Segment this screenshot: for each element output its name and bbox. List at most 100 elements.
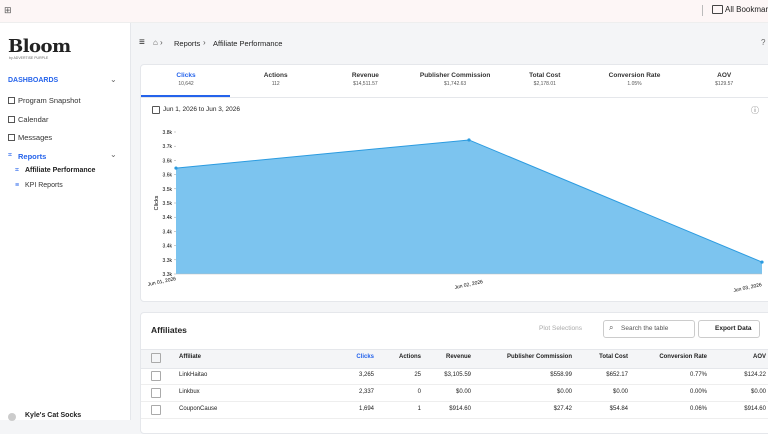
cell: Linkbux	[179, 389, 200, 395]
row-divider	[141, 418, 768, 419]
column-header[interactable]: Publisher Commission	[506, 354, 572, 360]
cell: $914.60	[744, 406, 766, 412]
nav-icon	[8, 134, 15, 141]
nav-icon	[8, 115, 15, 123]
tab-label[interactable]: Actions	[263, 72, 288, 79]
table-card: Affiliates Plot Selections Search the tabl…	[140, 312, 768, 434]
tab-value: 10,642	[178, 81, 194, 87]
header-checkbox[interactable]	[151, 353, 161, 363]
tab-underline	[141, 95, 230, 97]
cell: $0.00	[455, 389, 471, 395]
column-header[interactable]: Revenue	[445, 354, 471, 360]
cell: 25	[414, 372, 421, 378]
column-header[interactable]: Conversion Rate	[659, 354, 707, 360]
tab-value: 112	[271, 81, 280, 87]
row-divider	[141, 401, 768, 402]
sub-icon: ≡	[15, 182, 20, 189]
y-tick-label: 3.3k	[163, 258, 173, 264]
tab-label[interactable]: Revenue	[351, 72, 379, 79]
plot-button[interactable]: Plot Selections	[539, 325, 582, 332]
tab-label[interactable]: Clicks	[176, 72, 196, 79]
nav-icon: ⌗	[8, 152, 12, 159]
all-bookmarks[interactable]: All Bookmarks	[725, 5, 768, 14]
tab-value: $14,511.57	[353, 81, 378, 87]
chevron: ⌄	[110, 150, 117, 159]
sub-item[interactable]: Affiliate Performance	[25, 167, 96, 174]
sub-item[interactable]: KPI Reports	[25, 182, 63, 189]
cell: $124.22	[744, 372, 766, 378]
row-checkbox[interactable]	[151, 371, 161, 381]
tab-label[interactable]: Total Cost	[529, 72, 561, 79]
cell: $0.00	[750, 389, 766, 395]
cell: 2,337	[358, 389, 374, 395]
y-tick-label: 3.4k	[163, 215, 173, 221]
divider	[702, 5, 703, 16]
y-tick-label: 3.5k	[163, 201, 173, 207]
tab-border	[141, 97, 768, 98]
cell: 0.77%	[689, 372, 707, 378]
point	[760, 260, 764, 264]
bookmarks-bar: ⊞ All Bookmarks	[0, 0, 768, 23]
crumb[interactable]: Reports	[174, 39, 201, 48]
cell: $652.17	[606, 372, 628, 378]
cell: 1,694	[358, 406, 374, 412]
table-header	[141, 349, 768, 369]
row-checkbox[interactable]	[151, 388, 161, 398]
cell: LinkHaitao	[179, 372, 208, 378]
y-tick-label: 3.5k	[163, 187, 173, 193]
column-header[interactable]: Clicks	[356, 354, 374, 360]
nav-item[interactable]: Calendar	[18, 114, 49, 124]
metrics-card: Clicks 10,642 Actions 112 Revenue $14,511.57 P…	[140, 64, 768, 302]
point	[467, 138, 471, 142]
column-header[interactable]: AOV	[752, 354, 766, 360]
nav-icon	[8, 97, 15, 104]
logo-sub: by ADVERTISE PURPLE	[9, 56, 49, 60]
export-button[interactable]: Export Data	[698, 320, 760, 338]
column-header[interactable]: Total Cost	[599, 354, 628, 360]
sub-icon: ⌗	[15, 167, 19, 174]
tab-value: $129.57	[715, 81, 734, 87]
cell: $54.84	[609, 406, 628, 412]
cell: 0.00%	[689, 389, 707, 395]
cell: $914.60	[449, 406, 471, 412]
table-title: Affiliates	[151, 325, 187, 335]
cell: $3,105.59	[444, 372, 471, 378]
account[interactable]: Kyle's Cat Socks	[25, 412, 82, 419]
nav-item[interactable]: Reports	[18, 152, 47, 161]
nav-item[interactable]: Messages	[18, 133, 53, 142]
tab-value: 1.05%	[627, 81, 642, 87]
nav-item[interactable]: Program Snapshot	[18, 96, 81, 105]
y-tick-label: 3.7k	[163, 144, 173, 150]
row-divider	[141, 384, 768, 385]
logo: Bloom	[8, 36, 71, 57]
tab-label[interactable]: Publisher Commission	[419, 72, 491, 79]
apps-icon[interactable]: ⊞	[4, 5, 12, 15]
cell: 0.06%	[689, 406, 707, 412]
tab-value: $1,742.63	[443, 81, 467, 87]
x-tick-label: Jun 01, 2026	[147, 276, 177, 288]
cell: 0	[417, 389, 421, 395]
section[interactable]: DASHBOARDS	[8, 77, 59, 84]
menu-icon: ≡	[139, 37, 145, 48]
help-icon: ?	[761, 38, 766, 47]
row-checkbox[interactable]	[151, 405, 161, 415]
cell: $27.42	[553, 406, 572, 412]
column-header[interactable]: Actions	[398, 354, 421, 360]
tab-label[interactable]: AOV	[717, 72, 732, 79]
search-box[interactable]: Search the table ⌕	[603, 320, 695, 338]
cell: 3,265	[358, 372, 374, 378]
x-tick-label: Jun 02, 2026	[454, 279, 484, 291]
y-tick-label: 3.8k	[163, 130, 173, 136]
cell: $0.00	[556, 389, 572, 395]
tab-label[interactable]: Conversion Rate	[608, 72, 661, 79]
date-range[interactable]: Jun 1, 2026 to Jun 3, 2026	[163, 106, 240, 113]
folder-icon	[712, 5, 723, 14]
home-icon: ⌂ ›	[153, 38, 163, 47]
cell: $0.00	[612, 389, 628, 395]
y-tick-label: 3.3k	[163, 272, 173, 278]
column-header[interactable]: Affiliate	[179, 354, 202, 360]
info-icon: ⓘ	[751, 106, 759, 115]
area	[176, 139, 762, 274]
sidebar: Bloom by ADVERTISE PURPLE DASHBOARDS ⌄ Progr…	[0, 23, 131, 421]
